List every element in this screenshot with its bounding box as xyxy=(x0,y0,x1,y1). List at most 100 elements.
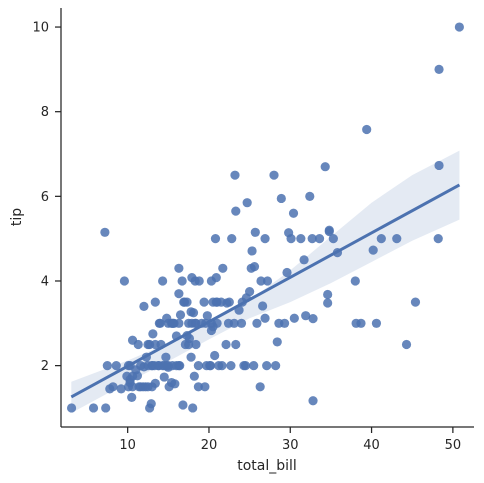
data-point xyxy=(323,298,333,308)
data-point xyxy=(229,318,239,328)
data-point xyxy=(174,263,184,273)
data-point xyxy=(148,329,158,339)
data-point xyxy=(188,308,199,318)
data-point xyxy=(132,371,143,381)
data-point xyxy=(279,318,290,328)
axes xyxy=(60,8,474,428)
data-point xyxy=(159,372,169,382)
ticks: 10 20 30 40 50 2 4 6 8 10 xyxy=(32,21,461,453)
x-tick-label: 20 xyxy=(201,438,218,453)
data-point xyxy=(454,22,464,32)
data-point xyxy=(211,273,221,283)
data-point xyxy=(350,276,360,286)
data-point xyxy=(139,301,149,311)
data-point xyxy=(260,313,270,323)
data-point xyxy=(210,350,220,361)
data-point xyxy=(210,234,221,244)
data-point xyxy=(161,352,171,362)
data-point xyxy=(102,361,112,371)
data-point xyxy=(200,382,210,392)
data-point xyxy=(305,191,315,201)
data-point xyxy=(184,333,195,344)
x-axis-label: total_bill xyxy=(237,458,297,474)
data-point xyxy=(194,276,204,286)
y-tick-label: 10 xyxy=(32,21,49,36)
data-point xyxy=(177,276,187,286)
data-point xyxy=(245,286,255,297)
y-tick-label: 4 xyxy=(41,274,49,289)
data-point xyxy=(150,378,160,389)
data-point xyxy=(127,382,138,392)
data-point xyxy=(236,318,247,328)
data-point xyxy=(101,403,111,413)
data-point xyxy=(314,234,325,244)
data-point xyxy=(66,403,77,413)
plot-area xyxy=(66,22,464,414)
data-point xyxy=(186,352,196,362)
data-point xyxy=(255,382,265,392)
data-point xyxy=(282,267,292,278)
y-tick-label: 6 xyxy=(41,190,49,205)
data-point xyxy=(276,193,286,204)
data-point xyxy=(324,226,334,237)
data-point xyxy=(250,227,260,237)
data-point xyxy=(289,313,299,323)
data-point xyxy=(119,276,130,286)
regression-line xyxy=(70,183,461,399)
data-point xyxy=(249,261,260,272)
data-point xyxy=(249,361,259,371)
data-point xyxy=(155,318,165,328)
x-tick-label: 30 xyxy=(282,438,299,453)
data-point xyxy=(286,234,296,244)
data-point xyxy=(224,297,234,307)
data-point xyxy=(231,206,241,216)
data-point xyxy=(262,276,273,286)
data-point xyxy=(433,234,443,244)
data-point xyxy=(252,318,262,328)
data-point xyxy=(217,361,227,371)
data-point xyxy=(258,301,268,311)
data-point xyxy=(199,297,209,307)
x-tick-label: 40 xyxy=(363,438,380,453)
data-point xyxy=(262,361,272,371)
data-point xyxy=(376,234,386,244)
x-tick-label: 50 xyxy=(445,438,462,453)
data-point xyxy=(158,276,168,286)
y-axis-label: tip xyxy=(9,208,25,226)
data-point xyxy=(178,400,188,410)
data-point xyxy=(175,310,186,320)
data-point xyxy=(146,399,156,409)
data-point xyxy=(272,337,282,347)
data-point xyxy=(242,198,252,208)
data-point xyxy=(111,361,121,371)
data-point xyxy=(328,234,338,244)
data-point xyxy=(410,297,421,307)
data-point xyxy=(269,170,279,180)
data-point xyxy=(212,318,222,328)
data-point xyxy=(301,311,311,321)
data-point xyxy=(100,227,110,237)
data-point xyxy=(150,297,160,307)
data-point xyxy=(170,379,180,389)
data-point xyxy=(191,339,201,350)
data-point xyxy=(271,361,281,371)
data-point xyxy=(308,314,318,324)
data-point xyxy=(240,361,251,371)
data-point xyxy=(188,403,198,413)
data-point xyxy=(227,234,237,244)
data-point xyxy=(434,160,444,171)
data-point xyxy=(434,64,444,74)
data-point xyxy=(299,255,309,265)
data-point xyxy=(368,245,378,255)
y-tick-label: 8 xyxy=(41,105,49,120)
data-point xyxy=(356,318,366,328)
data-point xyxy=(296,234,306,244)
data-point xyxy=(230,170,240,180)
data-point xyxy=(193,361,203,371)
data-point xyxy=(308,396,318,406)
data-point xyxy=(174,289,184,299)
data-point xyxy=(174,318,184,328)
data-point xyxy=(260,234,270,244)
data-point xyxy=(202,311,212,321)
data-point xyxy=(218,263,228,273)
